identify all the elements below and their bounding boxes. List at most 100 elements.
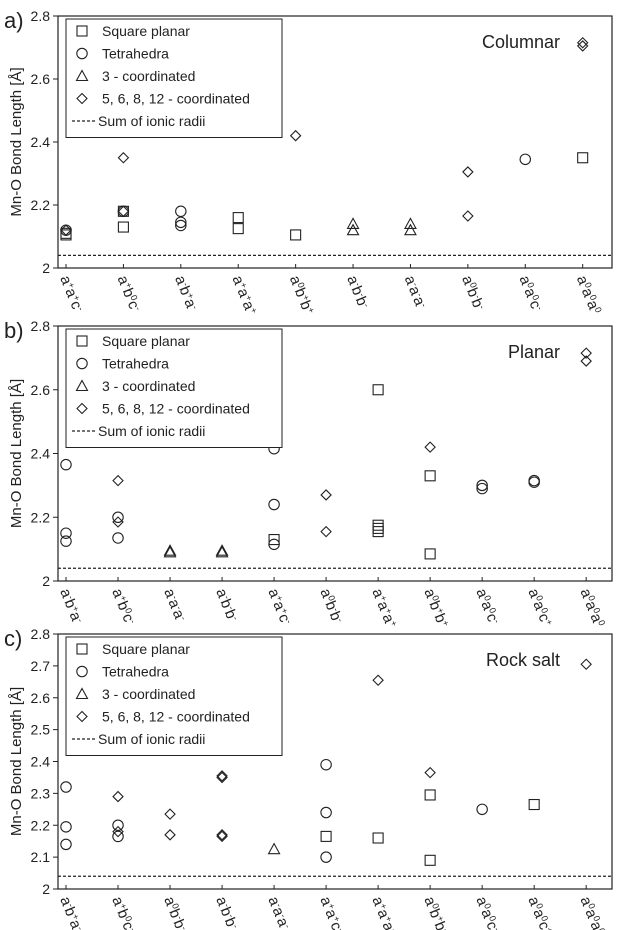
point-diamond (424, 441, 436, 453)
point-diamond (320, 525, 332, 538)
y-tick-label: 2.6 (31, 690, 51, 706)
point-square (424, 470, 436, 482)
x-tick-label: a+a+a+ (368, 894, 399, 930)
point-circle (175, 205, 187, 218)
point-circle (268, 498, 280, 511)
point-circle (112, 532, 124, 544)
legend-triangle-icon (75, 69, 89, 82)
x-tick-label: a0a0c+ (524, 586, 555, 629)
x-tick-label: a0b+b+ (420, 894, 451, 930)
x-tick-label: a0a0a0 (576, 586, 607, 630)
y-tick-label: 2.6 (31, 71, 51, 87)
point-square (372, 522, 384, 534)
point-diamond (117, 205, 130, 218)
legend-square-icon (76, 643, 88, 655)
legend-label: 3 - coordinated (102, 686, 195, 702)
point-triangle (346, 223, 360, 236)
x-tick-label: a+b0c- (108, 586, 138, 627)
x-tick-label: a0b-b- (316, 586, 345, 626)
legend-label: Square planar (102, 641, 190, 657)
legend-label: Tetrahedra (102, 356, 169, 372)
x-tick-label: a0a0c- (472, 894, 502, 930)
point-circle (60, 821, 72, 833)
point-square (320, 830, 332, 842)
point-diamond (216, 770, 228, 782)
point-triangle (404, 217, 417, 229)
legend-label: 5, 6, 8, 12 - coordinated (102, 709, 250, 725)
x-tick-label: a0a0c- (516, 273, 546, 314)
point-square (372, 384, 384, 396)
y-tick-label: 2.2 (31, 197, 51, 213)
point-triangle (215, 544, 229, 556)
x-tick-label: a0b+b+ (420, 586, 451, 630)
x-tick-label: a+a+c- (56, 273, 86, 314)
y-tick-label: 2 (42, 573, 50, 589)
legend (65, 636, 283, 756)
y-tick-label: 2.4 (31, 446, 51, 462)
point-diamond (164, 829, 176, 841)
legend-label: 5, 6, 8, 12 - coordinated (102, 401, 250, 417)
legend-circle-icon (76, 357, 88, 370)
x-tick-label: a+b0c- (108, 894, 138, 930)
point-circle (528, 476, 540, 488)
point-diamond (424, 766, 436, 779)
point-triangle (163, 545, 177, 558)
point-circle (268, 538, 280, 551)
point-circle (476, 482, 488, 495)
point-circle (60, 781, 72, 793)
legend-label: 3 - coordinated (102, 378, 195, 394)
y-tick-label: 2.5 (31, 722, 51, 738)
y-tick-label: 2.6 (31, 382, 51, 398)
panel-title: Columnar (482, 32, 560, 52)
y-tick-label: 2.4 (31, 754, 51, 770)
point-square (268, 534, 280, 546)
legend (65, 18, 283, 138)
point-diamond (580, 658, 592, 671)
x-tick-label: a0b-b- (458, 273, 487, 313)
point-diamond (320, 489, 332, 501)
point-square (424, 789, 436, 801)
legend-label: 3 - coordinated (102, 68, 195, 84)
point-diamond (576, 36, 589, 49)
point-square (117, 221, 129, 233)
legend-label: Square planar (102, 333, 190, 349)
point-diamond (216, 830, 228, 843)
x-tick-label: a0a0c- (472, 586, 502, 627)
point-diamond (580, 347, 592, 359)
x-tick-label: a-b+a- (56, 586, 85, 626)
x-tick-label: a+a+a+ (368, 586, 399, 630)
y-tick-label: 2 (42, 881, 50, 897)
y-axis-label: Mn-O Bond Length [Å] (8, 687, 25, 836)
point-circle (476, 803, 488, 816)
point-circle (320, 851, 332, 863)
point-square (577, 152, 589, 164)
y-tick-label: 2.2 (31, 817, 51, 833)
point-diamond (60, 224, 72, 236)
point-diamond (112, 474, 124, 487)
panel-label: c) (4, 626, 22, 651)
y-axis-label: Mn-O Bond Length [Å] (8, 67, 25, 216)
legend (65, 328, 283, 448)
point-triangle (404, 223, 417, 236)
legend-triangle-icon (75, 379, 89, 392)
y-tick-label: 2.8 (31, 8, 51, 24)
point-circle (112, 830, 124, 843)
point-circle (112, 819, 124, 831)
point-circle (519, 153, 532, 166)
x-tick-label: a0a0a0 (576, 894, 607, 930)
legend-square-icon (76, 25, 88, 37)
point-square (232, 212, 244, 224)
point-square (372, 519, 384, 531)
point-triangle (346, 217, 360, 229)
legend-circle-icon (76, 665, 88, 678)
x-tick-label: a-b-b- (212, 894, 241, 930)
point-square (528, 798, 540, 811)
legend-label: Square planar (102, 23, 190, 39)
legend-label: Tetrahedra (102, 664, 169, 680)
point-diamond (289, 129, 302, 142)
y-tick-label: 2.8 (31, 318, 51, 334)
point-square (232, 223, 244, 235)
point-diamond (216, 771, 228, 784)
x-tick-label: a-b+a- (56, 894, 85, 930)
